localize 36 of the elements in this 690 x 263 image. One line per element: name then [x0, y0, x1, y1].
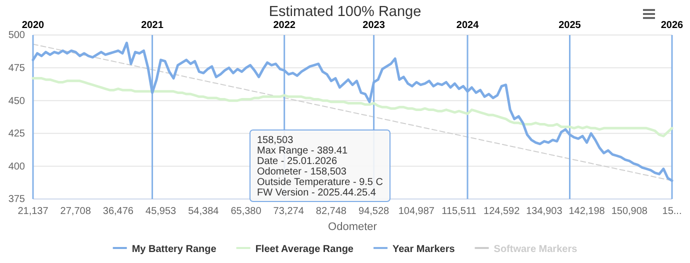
text: 2020: [22, 20, 45, 31]
x-tick-label: 73,274: [273, 206, 304, 218]
x-tick-label: 45,953: [146, 206, 177, 218]
y-tick-label: 400: [8, 161, 26, 172]
x-tick-label: 142,198: [568, 206, 606, 218]
y-tick-label: 500: [8, 30, 26, 42]
x-tick-label: 94,528: [358, 206, 390, 218]
text: 2022: [273, 20, 296, 31]
x-tick-label: 134,903: [526, 206, 563, 218]
x-tick-label: 27,708: [60, 206, 92, 218]
legend-label: My Battery Range: [132, 244, 217, 255]
x-tick-label: 104,987: [398, 206, 435, 218]
text: 2026: [660, 20, 684, 31]
x-tick-label: 15...: [662, 206, 682, 218]
legend-label: Fleet Average Range: [255, 244, 354, 255]
text: 2025: [558, 20, 582, 31]
x-tick-label: 150,908: [611, 206, 648, 218]
line-series: [32, 77, 674, 138]
x-tick-label: 82,748: [316, 206, 347, 218]
x-tick-label: 65,380: [230, 206, 262, 218]
annotation: 158,503 Max Range - 389.41 Date - 25.01.2026 Odometer - 158,503 Outside Temperature - 9.5 C FW Version - 2025.44.25.4: [257, 135, 383, 198]
text: 2024: [456, 20, 480, 31]
x-tick-label: 115,511: [442, 206, 477, 218]
x-tick-label: 54,384: [188, 206, 220, 218]
text: 2021: [141, 20, 164, 31]
y-tick-label: 450: [8, 96, 26, 107]
x-tick-label: 21,137: [18, 206, 49, 218]
y-tick-label: 375: [8, 194, 26, 206]
x-axis-title: Odometer: [328, 221, 378, 233]
legend-label: Year Markers: [392, 244, 456, 255]
y-tick-label: 475: [8, 63, 26, 74]
y-tick-label: 425: [8, 128, 26, 140]
x-tick-label: 36,476: [102, 206, 134, 218]
text: 2023: [362, 20, 386, 31]
x-tick-label: 124,592: [484, 206, 520, 218]
chart-title: Estimated 100% Range: [268, 4, 422, 20]
